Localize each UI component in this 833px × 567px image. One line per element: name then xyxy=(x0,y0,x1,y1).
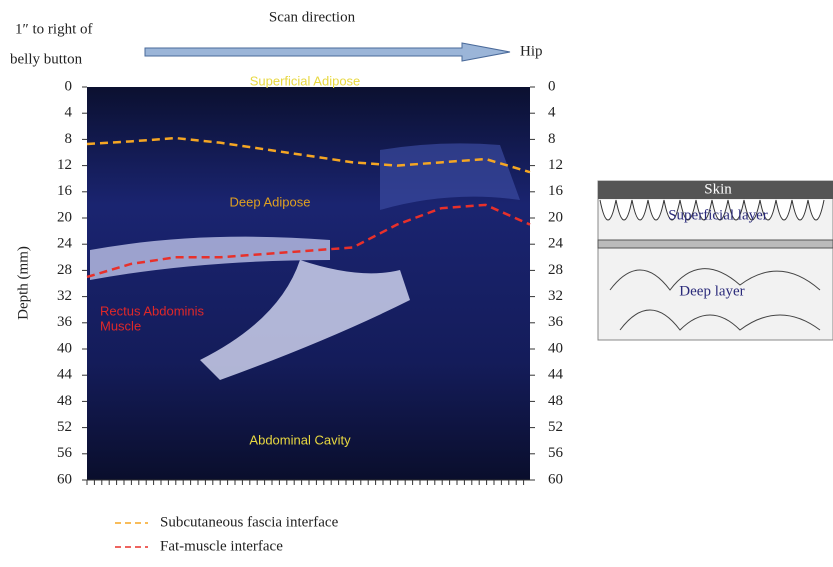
diagram: Skin Superficial layer Deep layer xyxy=(598,181,833,340)
image-label: Deep Adipose xyxy=(230,194,311,209)
y-tick-label: 52 xyxy=(548,419,563,435)
diagram-label: Skin xyxy=(704,181,732,197)
y-tick-label: 40 xyxy=(548,340,563,356)
y-tick-label: 28 xyxy=(57,262,72,278)
y-tick-label: 44 xyxy=(548,367,564,383)
y-tick-label: 4 xyxy=(548,105,556,121)
y-tick-label: 56 xyxy=(548,445,564,461)
y-tick-label: 0 xyxy=(548,78,556,94)
y-tick-label: 0 xyxy=(65,78,73,94)
y-tick-label: 12 xyxy=(57,157,72,173)
y-tick-label: 36 xyxy=(548,314,564,330)
diagram-label: Superficial layer xyxy=(668,207,768,223)
y-tick-label: 24 xyxy=(548,236,564,252)
y-tick-label: 44 xyxy=(57,367,73,383)
y-tick-label: 60 xyxy=(548,471,563,487)
y-tick-label: 8 xyxy=(65,131,73,147)
y-tick-label: 8 xyxy=(548,131,556,147)
legend-label: Fat-muscle interface xyxy=(160,538,283,554)
title: Scan direction xyxy=(269,9,356,25)
y-tick-label: 24 xyxy=(57,236,73,252)
y-tick-label: 36 xyxy=(57,314,73,330)
y-tick-label: 56 xyxy=(57,445,73,461)
y-tick-label: 48 xyxy=(548,393,563,409)
figure: 1″ to right of belly button Scan directi… xyxy=(0,0,833,567)
image-label: Superficial Adipose xyxy=(250,73,361,88)
y-tick-label: 4 xyxy=(65,105,73,121)
y-tick-label: 32 xyxy=(548,288,563,304)
fascia xyxy=(598,240,833,248)
image-label: Abdominal Cavity xyxy=(249,432,351,447)
left-label: 1″ to right of xyxy=(15,21,93,37)
image-label: Muscle xyxy=(100,318,141,333)
y-tick-label: 60 xyxy=(57,471,72,487)
legend-label: Subcutaneous fascia interface xyxy=(160,514,339,530)
y-tick-label: 20 xyxy=(548,209,563,225)
y-tick-label: 48 xyxy=(57,393,72,409)
scan-arrow xyxy=(145,43,510,61)
y-tick-label: 16 xyxy=(548,183,564,199)
y-tick-label: 40 xyxy=(57,340,72,356)
y-tick-label: 12 xyxy=(548,157,563,173)
image-label: Rectus Abdominis xyxy=(100,303,205,318)
axis-label: Depth (mm) xyxy=(15,246,31,320)
y-tick-label: 32 xyxy=(57,288,72,304)
diagram-label: Deep layer xyxy=(679,283,744,299)
y-tick-label: 20 xyxy=(57,209,72,225)
right-label: Hip xyxy=(520,43,543,59)
left-label: belly button xyxy=(10,51,83,67)
y-tick-label: 52 xyxy=(57,419,72,435)
y-tick-label: 16 xyxy=(57,183,73,199)
y-tick-label: 28 xyxy=(548,262,563,278)
